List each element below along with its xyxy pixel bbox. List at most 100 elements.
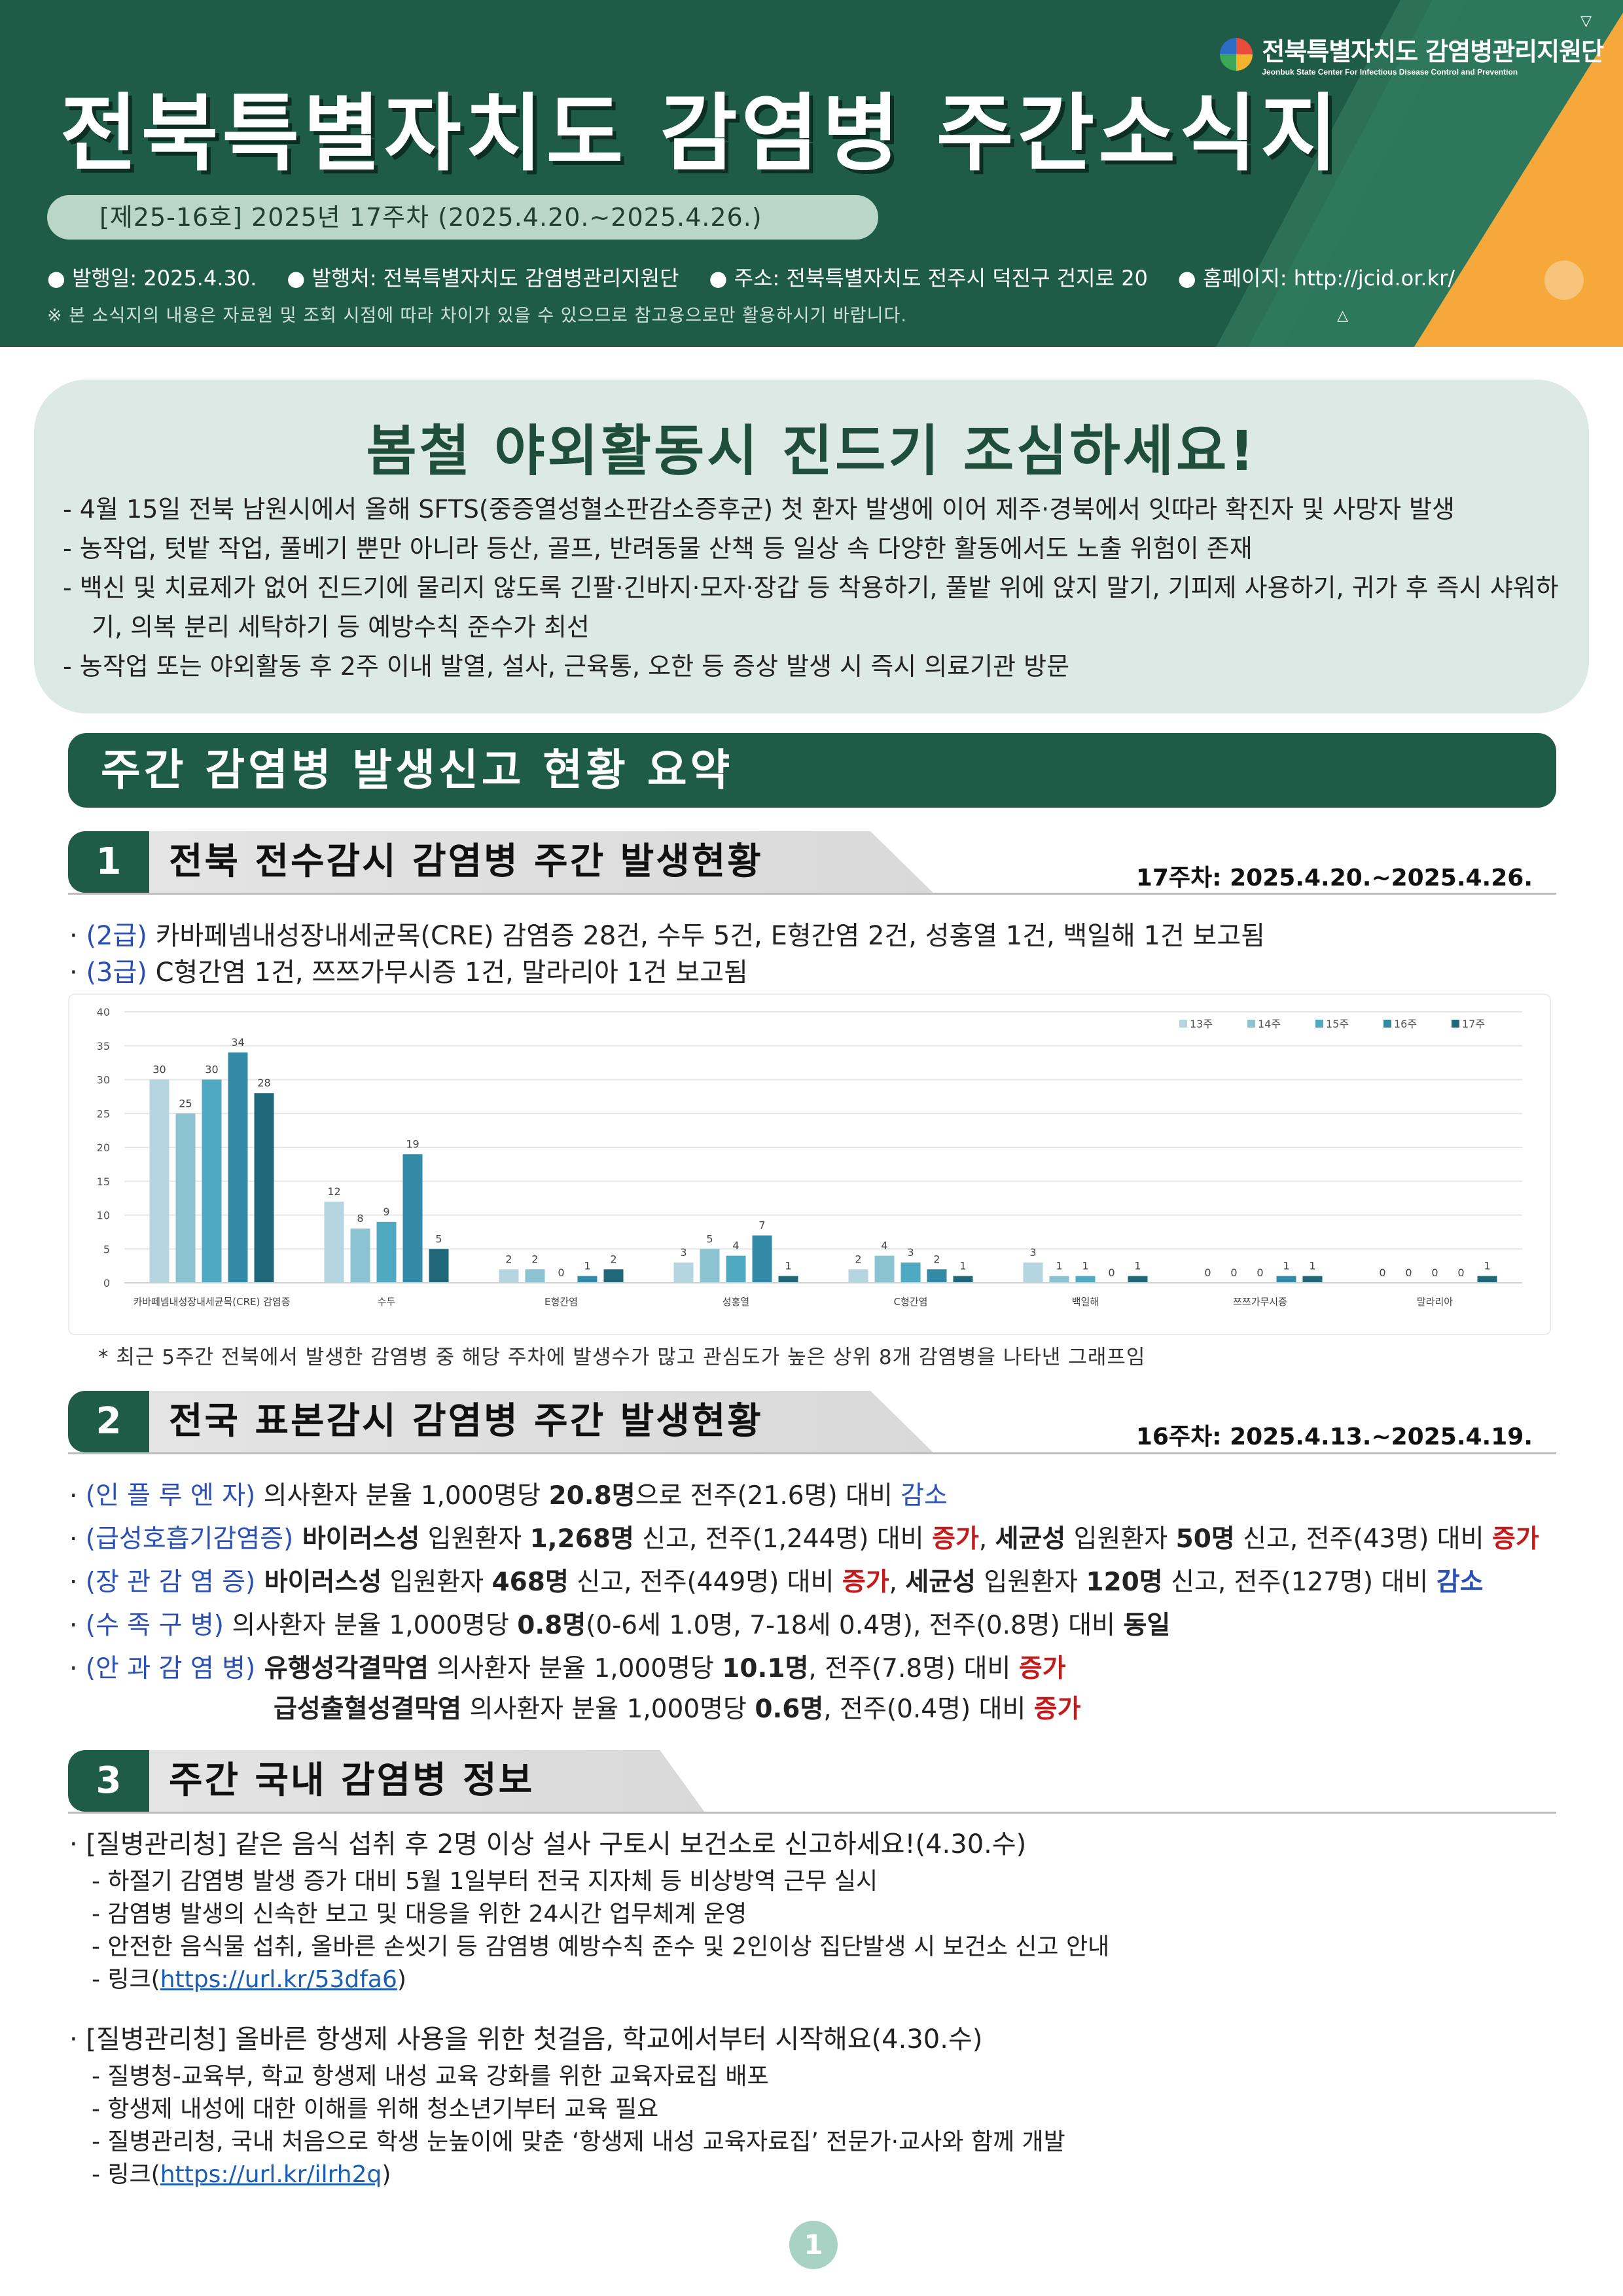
chart-footnote: * 최근 5주간 전북에서 발생한 감염병 중 해당 주차에 발생수가 많고 관… bbox=[98, 1346, 1146, 1369]
disease-tag: (급성호흡기감염증) bbox=[85, 1524, 294, 1554]
row-text: 입원환자 bbox=[382, 1568, 492, 1597]
section-3-heading: 3 주간 국내 감염병 정보 bbox=[68, 1750, 705, 1812]
bar bbox=[202, 1079, 222, 1283]
data-label: 0 bbox=[1257, 1266, 1263, 1279]
news-item: - 항생제 내성에 대한 이해를 위해 청소년기부터 교육 필요 bbox=[92, 2096, 659, 2123]
list-item: 농작업, 텃밭 작업, 풀베기 뿐만 아니라 등산, 골프, 반려동물 산책 등… bbox=[63, 529, 1563, 568]
bar bbox=[848, 1269, 868, 1283]
data-label: 3 bbox=[1029, 1246, 1036, 1259]
news-headline: · [질병관리청] 올바른 항생제 사용을 위한 첫걸음, 학교에서부터 시작해… bbox=[69, 2024, 983, 2054]
news-link[interactable]: https://url.kr/ilrh2q bbox=[160, 2161, 382, 2188]
bar bbox=[149, 1079, 169, 1283]
data-label: 4 bbox=[881, 1240, 887, 1252]
data-label: 0 bbox=[1405, 1266, 1412, 1279]
x-tick-label: 성홍열 bbox=[722, 1296, 749, 1308]
row-text: 신고, 전주(1,244명) 대비 bbox=[633, 1524, 933, 1554]
row-text: 120명 bbox=[1086, 1568, 1163, 1597]
data-label: 1 bbox=[1134, 1260, 1141, 1272]
news-link[interactable]: https://url.kr/53dfa6 bbox=[160, 1966, 397, 1993]
data-label: 30 bbox=[205, 1064, 218, 1076]
issue-badge: [제25-16호] 2025년 17주차 (2025.4.20.~2025.4.… bbox=[47, 195, 878, 240]
bar bbox=[752, 1235, 772, 1283]
bullet: · bbox=[69, 1568, 86, 1597]
row-text: 입원환자 bbox=[976, 1568, 1086, 1597]
x-tick-label: 카바페넴내성장내세균목(CRE) 감염증 bbox=[133, 1296, 290, 1308]
row-text: 세균성 bbox=[995, 1524, 1066, 1554]
row-text: , 전주(0.4명) 대비 bbox=[823, 1695, 1034, 1724]
y-tick-label: 25 bbox=[97, 1107, 110, 1120]
data-label: 1 bbox=[1309, 1260, 1315, 1272]
homepage-link[interactable]: ● 홈페이지: http://jcid.or.kr/ bbox=[1177, 266, 1455, 291]
bar bbox=[874, 1255, 895, 1283]
data-label: 8 bbox=[357, 1212, 363, 1225]
row-text: 468명 bbox=[491, 1568, 569, 1597]
org-name: 전북특별자치도 감염병관리지원단 bbox=[1262, 37, 1604, 66]
bar bbox=[350, 1229, 370, 1283]
triangle-icon: ▽ bbox=[1580, 13, 1592, 29]
y-tick-label: 35 bbox=[97, 1040, 110, 1052]
org-name-english: Jeonbuk State Center For Infectious Dise… bbox=[1262, 67, 1518, 77]
legend-label: 16주 bbox=[1394, 1018, 1417, 1030]
bar bbox=[603, 1269, 624, 1283]
data-label: 30 bbox=[152, 1064, 166, 1076]
data-label: 1 bbox=[1283, 1260, 1289, 1272]
data-label: 0 bbox=[558, 1266, 564, 1279]
row-text: 20.8명 bbox=[548, 1481, 635, 1511]
x-tick-label: 쯔쯔가무시증 bbox=[1233, 1296, 1287, 1308]
legend-swatch bbox=[1315, 1020, 1323, 1028]
data-label: 3 bbox=[907, 1246, 914, 1259]
y-tick-label: 15 bbox=[97, 1175, 110, 1188]
list-item: 4월 15일 전북 남원시에서 올해 SFTS(중증열성혈소판감소증후군) 첫 … bbox=[63, 490, 1563, 529]
row-text: 의사환자 분율 1,000명당 bbox=[461, 1695, 755, 1724]
section-number: 2 bbox=[68, 1391, 149, 1452]
row-text: 으로 전주(21.6명) 대비 bbox=[635, 1481, 901, 1511]
data-label: 34 bbox=[231, 1036, 244, 1049]
row-text: 10.1명 bbox=[722, 1654, 809, 1683]
row-text: 증가 bbox=[1018, 1654, 1066, 1683]
disclaimer: ※ 본 소식지의 내용은 자료원 및 조회 시점에 따라 차이가 있을 수 있으… bbox=[47, 306, 907, 326]
bar bbox=[673, 1262, 694, 1283]
row-text: 0.8명 bbox=[517, 1611, 586, 1640]
week-range: 16주차: 2025.4.13.~2025.4.19. bbox=[1135, 1424, 1533, 1450]
data-label: 0 bbox=[1230, 1266, 1237, 1279]
page-number: 1 bbox=[789, 2221, 838, 2269]
legend-swatch bbox=[1383, 1020, 1391, 1028]
header-banner: ▽ △ 전북특별자치도 감염병관리지원단 Jeonbuk State Cente… bbox=[0, 0, 1623, 347]
bar bbox=[402, 1154, 423, 1283]
list-item: 백신 및 치료제가 없어 진드기에 물리지 않도록 긴팔·긴바지·모자·장갑 등… bbox=[63, 568, 1563, 647]
row-text: 감소 bbox=[1436, 1568, 1484, 1597]
surveillance-row: · (안 과 감 염 병) 유행성각결막염 의사환자 분율 1,000명당 10… bbox=[69, 1651, 1066, 1687]
row-text: 감소 bbox=[901, 1481, 948, 1511]
report-line: · (2급) 카바페넴내성장내세균목(CRE) 감염증 28건, 수두 5건, … bbox=[69, 921, 1265, 951]
row-text: (0-6세 1.0명, 7-18세 0.4명), 전주(0.8명) 대비 bbox=[586, 1611, 1124, 1640]
data-label: 9 bbox=[383, 1206, 389, 1218]
bar bbox=[376, 1221, 397, 1283]
divider bbox=[68, 893, 1556, 895]
data-label: 25 bbox=[179, 1097, 192, 1109]
triangle-icon: △ bbox=[1337, 308, 1348, 324]
bar-chart: 05101520253035403025303428카바페넴내성장내세균목(CR… bbox=[97, 1006, 1522, 1308]
disease-tag: (인 플 루 엔 자) bbox=[85, 1481, 256, 1511]
surveillance-row: · (수 족 구 병) 의사환자 분율 1,000명당 0.8명(0-6세 1.… bbox=[69, 1607, 1170, 1644]
row-text: , 전주(7.8명) 대비 bbox=[808, 1654, 1019, 1683]
y-tick-label: 0 bbox=[103, 1277, 110, 1289]
bar bbox=[1477, 1276, 1497, 1283]
legend-swatch bbox=[1452, 1020, 1459, 1028]
row-text: 신고, 전주(43명) 대비 bbox=[1234, 1524, 1492, 1554]
row-text: 급성출혈성결막염 bbox=[274, 1695, 462, 1724]
row-text: 증가 bbox=[1033, 1695, 1081, 1724]
news-item: - 하절기 감염병 발생 증가 대비 5월 1일부터 전국 지자체 등 비상방역… bbox=[92, 1868, 878, 1895]
highlight-list: 4월 15일 전북 남원시에서 올해 SFTS(중증열성혈소판감소증후군) 첫 … bbox=[63, 490, 1563, 686]
address: ● 주소: 전북특별자치도 전주시 덕진구 건지로 20 bbox=[709, 266, 1148, 291]
x-tick-label: 백일해 bbox=[1072, 1296, 1099, 1308]
y-tick-label: 10 bbox=[97, 1210, 110, 1222]
data-label: 1 bbox=[1484, 1260, 1490, 1272]
data-label: 4 bbox=[732, 1240, 739, 1252]
bar bbox=[1302, 1276, 1323, 1283]
row-text: 50명 bbox=[1175, 1524, 1235, 1554]
bar bbox=[1023, 1262, 1043, 1283]
divider bbox=[68, 1812, 1556, 1814]
weekly-cases-chart: 0 5 10 15 20 25 30 35 40 30 25 30 34 28 카바페넴내성장내세균목(CR… bbox=[68, 994, 1551, 1335]
y-tick-label: 40 bbox=[97, 1006, 110, 1018]
circle-decoration bbox=[1544, 260, 1584, 300]
